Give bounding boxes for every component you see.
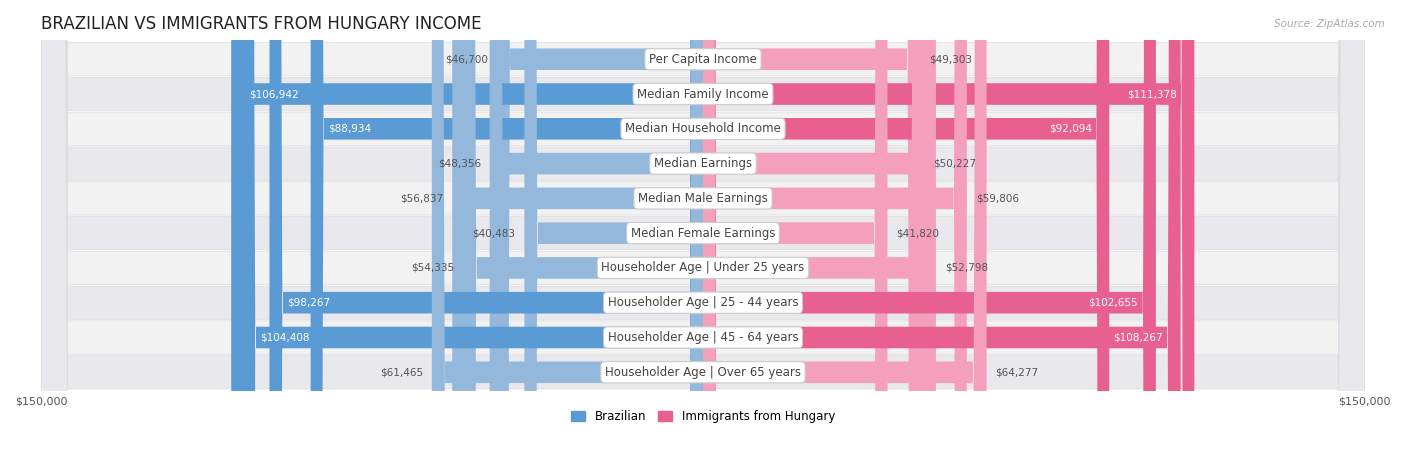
Text: Source: ZipAtlas.com: Source: ZipAtlas.com: [1274, 19, 1385, 28]
FancyBboxPatch shape: [703, 0, 1156, 467]
FancyBboxPatch shape: [703, 0, 1194, 467]
FancyBboxPatch shape: [703, 0, 887, 467]
Text: $88,934: $88,934: [328, 124, 371, 134]
FancyBboxPatch shape: [41, 0, 1365, 467]
FancyBboxPatch shape: [41, 0, 1365, 467]
FancyBboxPatch shape: [703, 0, 967, 467]
FancyBboxPatch shape: [703, 0, 987, 467]
FancyBboxPatch shape: [41, 0, 1365, 467]
FancyBboxPatch shape: [703, 0, 925, 467]
FancyBboxPatch shape: [242, 0, 703, 467]
FancyBboxPatch shape: [703, 0, 936, 467]
Text: $54,335: $54,335: [412, 263, 454, 273]
FancyBboxPatch shape: [464, 0, 703, 467]
Text: $61,465: $61,465: [380, 367, 423, 377]
FancyBboxPatch shape: [703, 0, 921, 467]
Text: $92,094: $92,094: [1049, 124, 1091, 134]
Text: $111,378: $111,378: [1128, 89, 1177, 99]
FancyBboxPatch shape: [41, 0, 1365, 467]
Text: $41,820: $41,820: [896, 228, 939, 238]
Text: $40,483: $40,483: [472, 228, 516, 238]
Text: $59,806: $59,806: [976, 193, 1019, 203]
Text: Median Earnings: Median Earnings: [654, 157, 752, 170]
Text: $106,942: $106,942: [249, 89, 298, 99]
FancyBboxPatch shape: [453, 0, 703, 467]
Legend: Brazilian, Immigrants from Hungary: Brazilian, Immigrants from Hungary: [567, 405, 839, 428]
FancyBboxPatch shape: [489, 0, 703, 467]
FancyBboxPatch shape: [496, 0, 703, 467]
FancyBboxPatch shape: [311, 0, 703, 467]
FancyBboxPatch shape: [703, 0, 1109, 467]
Text: Median Male Earnings: Median Male Earnings: [638, 192, 768, 205]
FancyBboxPatch shape: [41, 0, 1365, 467]
FancyBboxPatch shape: [41, 0, 1365, 467]
Text: $102,655: $102,655: [1088, 297, 1139, 308]
Text: $64,277: $64,277: [995, 367, 1039, 377]
Text: $98,267: $98,267: [287, 297, 330, 308]
Text: BRAZILIAN VS IMMIGRANTS FROM HUNGARY INCOME: BRAZILIAN VS IMMIGRANTS FROM HUNGARY INC…: [41, 15, 482, 33]
FancyBboxPatch shape: [41, 0, 1365, 467]
Text: Median Family Income: Median Family Income: [637, 87, 769, 100]
Text: $56,837: $56,837: [401, 193, 443, 203]
FancyBboxPatch shape: [231, 0, 703, 467]
FancyBboxPatch shape: [41, 0, 1365, 467]
Text: $48,356: $48,356: [437, 159, 481, 169]
Text: Per Capita Income: Per Capita Income: [650, 53, 756, 66]
FancyBboxPatch shape: [41, 0, 1365, 467]
FancyBboxPatch shape: [41, 0, 1365, 467]
Text: $50,227: $50,227: [934, 159, 976, 169]
Text: Householder Age | 45 - 64 years: Householder Age | 45 - 64 years: [607, 331, 799, 344]
Text: Householder Age | Under 25 years: Householder Age | Under 25 years: [602, 262, 804, 275]
FancyBboxPatch shape: [270, 0, 703, 467]
Text: Householder Age | Over 65 years: Householder Age | Over 65 years: [605, 366, 801, 379]
FancyBboxPatch shape: [524, 0, 703, 467]
Text: $108,267: $108,267: [1114, 333, 1163, 342]
Text: Median Household Income: Median Household Income: [626, 122, 780, 135]
Text: Median Female Earnings: Median Female Earnings: [631, 226, 775, 240]
Text: $104,408: $104,408: [260, 333, 309, 342]
Text: $52,798: $52,798: [945, 263, 988, 273]
FancyBboxPatch shape: [432, 0, 703, 467]
Text: Householder Age | 25 - 44 years: Householder Age | 25 - 44 years: [607, 296, 799, 309]
Text: $49,303: $49,303: [929, 54, 973, 64]
FancyBboxPatch shape: [703, 0, 1181, 467]
Text: $46,700: $46,700: [446, 54, 488, 64]
